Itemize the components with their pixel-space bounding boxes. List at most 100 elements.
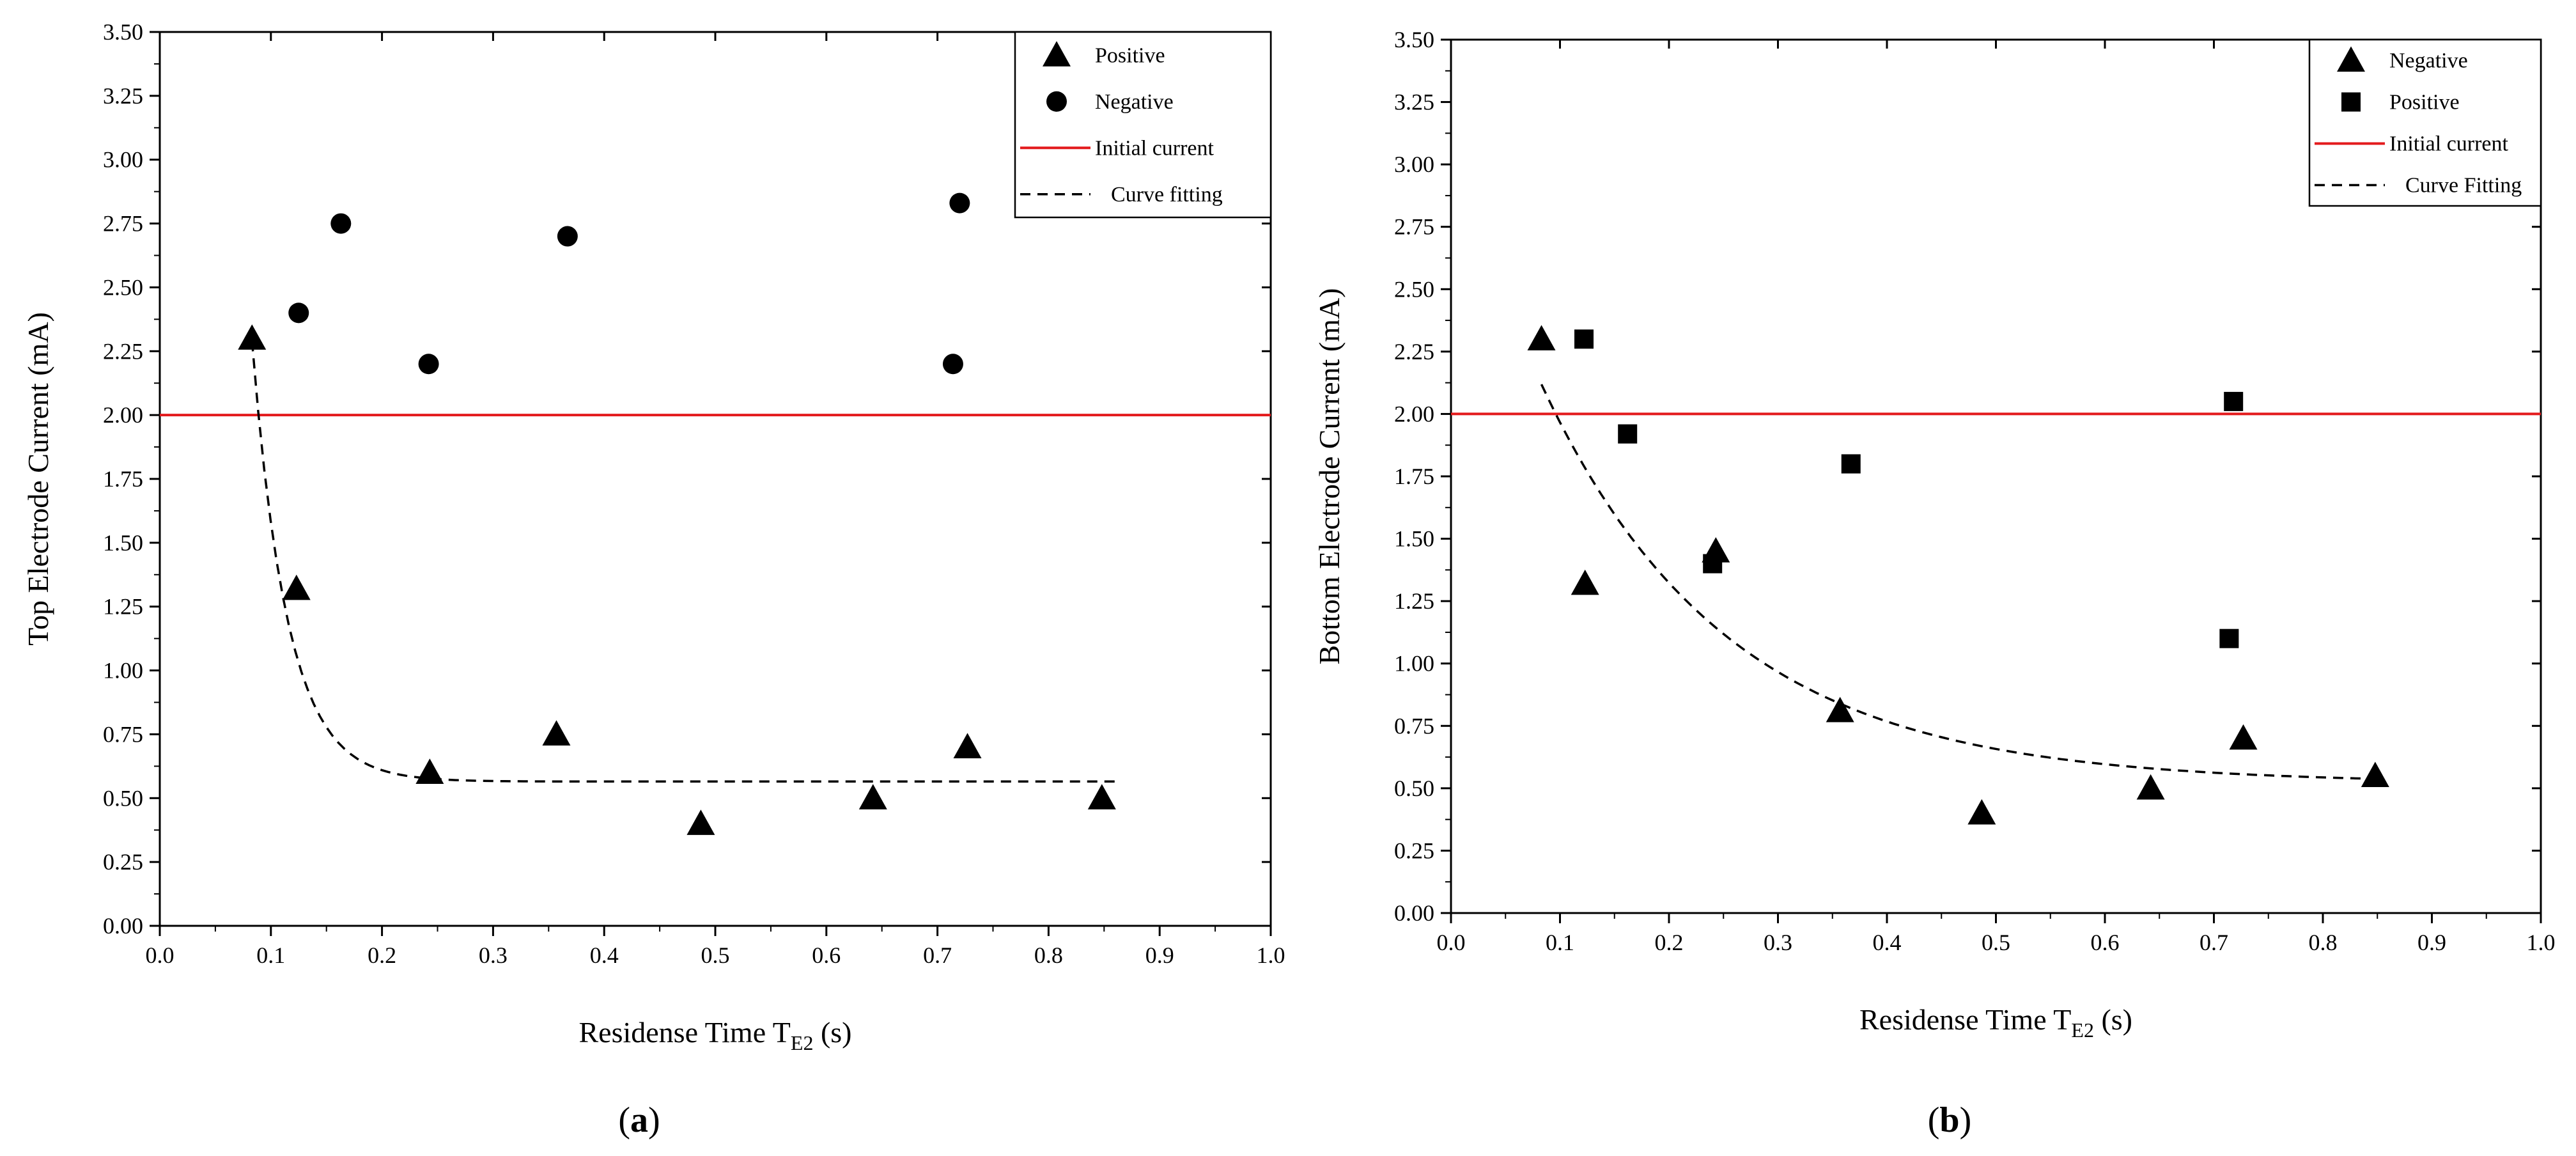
data-point: [238, 324, 267, 350]
x-tick-label: 0.7: [2200, 930, 2228, 955]
x-tick-label: 1.0: [1257, 942, 1285, 968]
series-negative: [1527, 325, 2389, 825]
legend-label: Initial current: [2389, 132, 2509, 156]
y-tick-label: 2.00: [1394, 401, 1434, 426]
y-tick-label: 0.50: [103, 785, 143, 811]
y-tick-label: 0.00: [1394, 900, 1434, 926]
legend-swatch: [2341, 92, 2361, 112]
series-positive: [238, 324, 1116, 835]
x-tick-label: 1.0: [2527, 930, 2556, 955]
x-tick-label: 0.6: [2091, 930, 2120, 955]
y-tick-label: 1.25: [103, 594, 143, 620]
y-tick-label: 3.00: [103, 147, 143, 173]
x-tick-label: 0.5: [1982, 930, 2010, 955]
x-tick-label: 0.1: [256, 942, 285, 968]
y-tick-label: 0.00: [103, 913, 143, 939]
data-point: [1618, 424, 1638, 444]
y-tick-label: 3.25: [103, 83, 143, 109]
data-point: [2229, 724, 2258, 750]
x-tick-label: 0.9: [2417, 930, 2446, 955]
legend-label: Positive: [1095, 43, 1165, 67]
legend-box: [1014, 31, 1272, 219]
x-tick-label: 0.8: [1034, 942, 1063, 968]
legend-label: Positive: [2389, 91, 2460, 114]
x-tick-label: 0.3: [1764, 930, 1792, 955]
data-point: [949, 192, 970, 214]
data-point: [1571, 569, 1599, 595]
data-point: [330, 213, 352, 234]
data-point: [557, 226, 578, 247]
data-point: [1527, 325, 1556, 350]
legend-swatch: [1046, 91, 1067, 112]
x-tick-label: 0.2: [1655, 930, 1684, 955]
y-tick-label: 0.75: [1394, 713, 1434, 738]
x-tick-label: 0.5: [701, 942, 730, 968]
series-curve-fitting: [1540, 384, 2378, 780]
y-tick-label: 2.75: [1394, 214, 1434, 240]
y-tick-label: 2.50: [103, 274, 143, 300]
x-tick-label: 0.7: [923, 942, 952, 968]
x-tick-label: 0.4: [1873, 930, 1902, 955]
data-point: [1967, 799, 1996, 825]
curve-fit-line: [1540, 384, 2378, 780]
legend-swatch: [1043, 41, 1071, 66]
legend-label: Negative: [2389, 49, 2468, 73]
y-tick-label: 2.00: [103, 402, 143, 428]
y-tick-label: 1.00: [1394, 651, 1434, 676]
y-tick-label: 3.50: [1394, 27, 1434, 52]
y-tick-label: 1.50: [1394, 526, 1434, 552]
y-tick-label: 2.75: [103, 211, 143, 237]
data-point: [2361, 762, 2389, 787]
legend-swatch: [2337, 46, 2365, 72]
panel-label: (b): [1928, 1100, 1971, 1140]
x-tick-label: 0.0: [1437, 930, 1466, 955]
data-point: [1826, 696, 1854, 722]
data-point: [1841, 454, 1861, 474]
data-point: [953, 733, 982, 758]
chart-panel-b: 0.0 0.1 0.2 0.3 0.4 0.5 0.6 0.7 0.8 0.9 1.0 0.00 0.2…: [1313, 27, 2556, 1140]
y-tick-label: 1.75: [103, 466, 143, 492]
y-tick-label: 3.25: [1394, 90, 1434, 115]
x-tick-label: 0.1: [1546, 930, 1574, 955]
chart-panel-a: 0.0 0.1 0.2 0.3 0.4 0.5 0.6 0.7 0.8 0.9 1.0 0.00 0.2…: [22, 19, 1285, 1140]
data-point: [542, 720, 571, 746]
y-tick-label: 3.50: [103, 19, 143, 45]
data-point: [942, 354, 963, 375]
panel-label: (a): [618, 1100, 660, 1140]
data-point: [418, 354, 439, 375]
y-tick-label: 2.50: [1394, 276, 1434, 302]
series-curve-fitting: [251, 341, 1115, 783]
y-tick-label: 0.50: [1394, 776, 1434, 801]
data-point: [288, 302, 309, 324]
x-tick-label: 0.9: [1145, 942, 1174, 968]
curve-fit-line: [251, 341, 1115, 783]
x-tick-label: 0.3: [479, 942, 508, 968]
x-tick-label: 0.2: [368, 942, 396, 968]
y-tick-label: 0.25: [1394, 838, 1434, 863]
y-axis-title: Top Electrode Current (mA): [22, 312, 54, 646]
data-point: [2136, 774, 2165, 800]
data-point: [282, 574, 311, 600]
y-tick-label: 1.00: [103, 658, 143, 683]
x-tick-label: 0.4: [590, 942, 619, 968]
legend: Negative Positive Initial current Curve Fit…: [2308, 38, 2542, 207]
series-positive: [1574, 329, 2244, 648]
y-tick-label: 3.00: [1394, 152, 1434, 177]
y-tick-label: 1.50: [103, 530, 143, 556]
x-tick-label: 0.0: [146, 942, 175, 968]
legend: Positive Negative Initial current Curve fit…: [1014, 31, 1272, 219]
y-tick-label: 2.25: [103, 338, 143, 364]
y-tick-label: 1.75: [1394, 464, 1434, 489]
data-point: [1087, 784, 1116, 809]
y-tick-label: 0.75: [103, 721, 143, 747]
legend-label: Negative: [1095, 90, 1174, 114]
y-tick-label: 2.25: [1394, 339, 1434, 364]
legend-label: Curve fitting: [1111, 183, 1223, 207]
series-negative: [288, 192, 970, 375]
data-point: [858, 784, 887, 809]
data-point: [1703, 554, 1723, 574]
legend-label: Curve Fitting: [2405, 174, 2522, 198]
legend-label: Initial current: [1095, 136, 1214, 160]
data-point: [1574, 329, 1594, 349]
